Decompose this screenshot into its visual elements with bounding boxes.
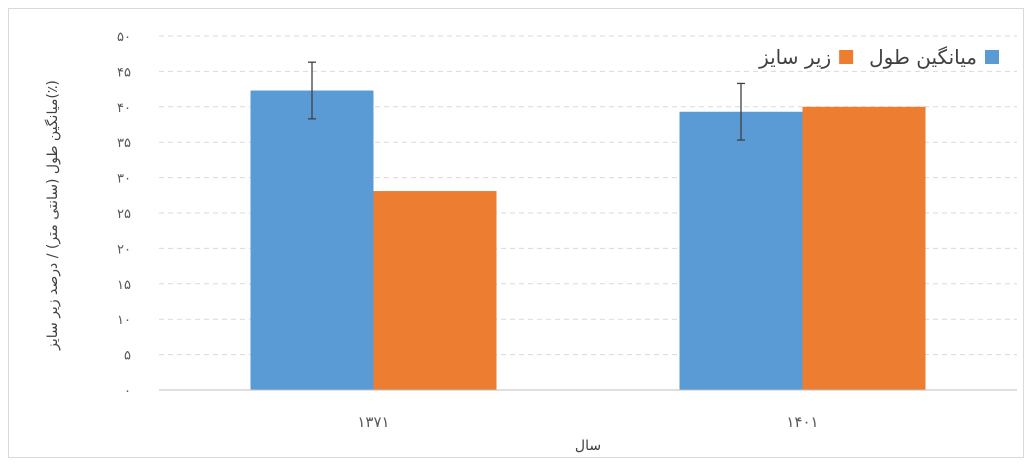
y-tick-label: ۱۰ [117, 313, 131, 328]
y-tick-label: ۲۰ [117, 242, 131, 257]
y-tick-label: ۲۵ [117, 207, 131, 222]
bar [679, 111, 803, 391]
y-tick-label: ۱۵ [117, 278, 131, 293]
y-tick-label: ۵ [124, 349, 131, 364]
legend: میانگین طول زیر سایز [758, 45, 999, 69]
y-tick-label: ۳۰ [117, 172, 131, 187]
error-bars [308, 61, 745, 141]
bar [802, 106, 926, 391]
chart-frame: ۰ ۵ ۱۰ ۱۵ ۲۰ ۲۵ ۳۰ ۳۵ ۴۰ ۴۵ ۵۰ ۱۳۷۱ ۱۴۰۱ میانگین طول… [8, 8, 1024, 458]
legend-label: میانگین طول [869, 45, 977, 69]
x-tick-label: ۱۳۷۱ [357, 413, 389, 431]
legend-swatch [839, 50, 854, 64]
bar-chart: ۰ ۵ ۱۰ ۱۵ ۲۰ ۲۵ ۳۰ ۳۵ ۴۰ ۴۵ ۵۰ ۱۳۷۱ ۱۴۰۱ میانگین طول… [44, 30, 1017, 454]
y-tick-label: ۳۵ [117, 136, 131, 151]
legend-swatch [985, 50, 999, 64]
legend-label: زیر سایز [758, 45, 831, 69]
x-tick-label: ۱۴۰۱ [786, 413, 818, 431]
y-tick-label: ۰ [124, 384, 131, 399]
bars [250, 90, 926, 391]
y-tick-label: ۴۵ [117, 65, 131, 80]
axes: ۰ ۵ ۱۰ ۱۵ ۲۰ ۲۵ ۳۰ ۳۵ ۴۰ ۴۵ ۵۰ ۱۳۷۱ ۱۴۰۱ [117, 30, 1017, 431]
bar [250, 90, 374, 391]
y-tick-label: ۴۰ [117, 101, 131, 116]
x-axis-title: سال [575, 438, 601, 454]
bar [373, 191, 497, 390]
y-tick-label: ۵۰ [117, 30, 131, 45]
y-axis-title: میانگین طول (سانتی متر) / درصد زیر سایز(… [44, 80, 61, 351]
